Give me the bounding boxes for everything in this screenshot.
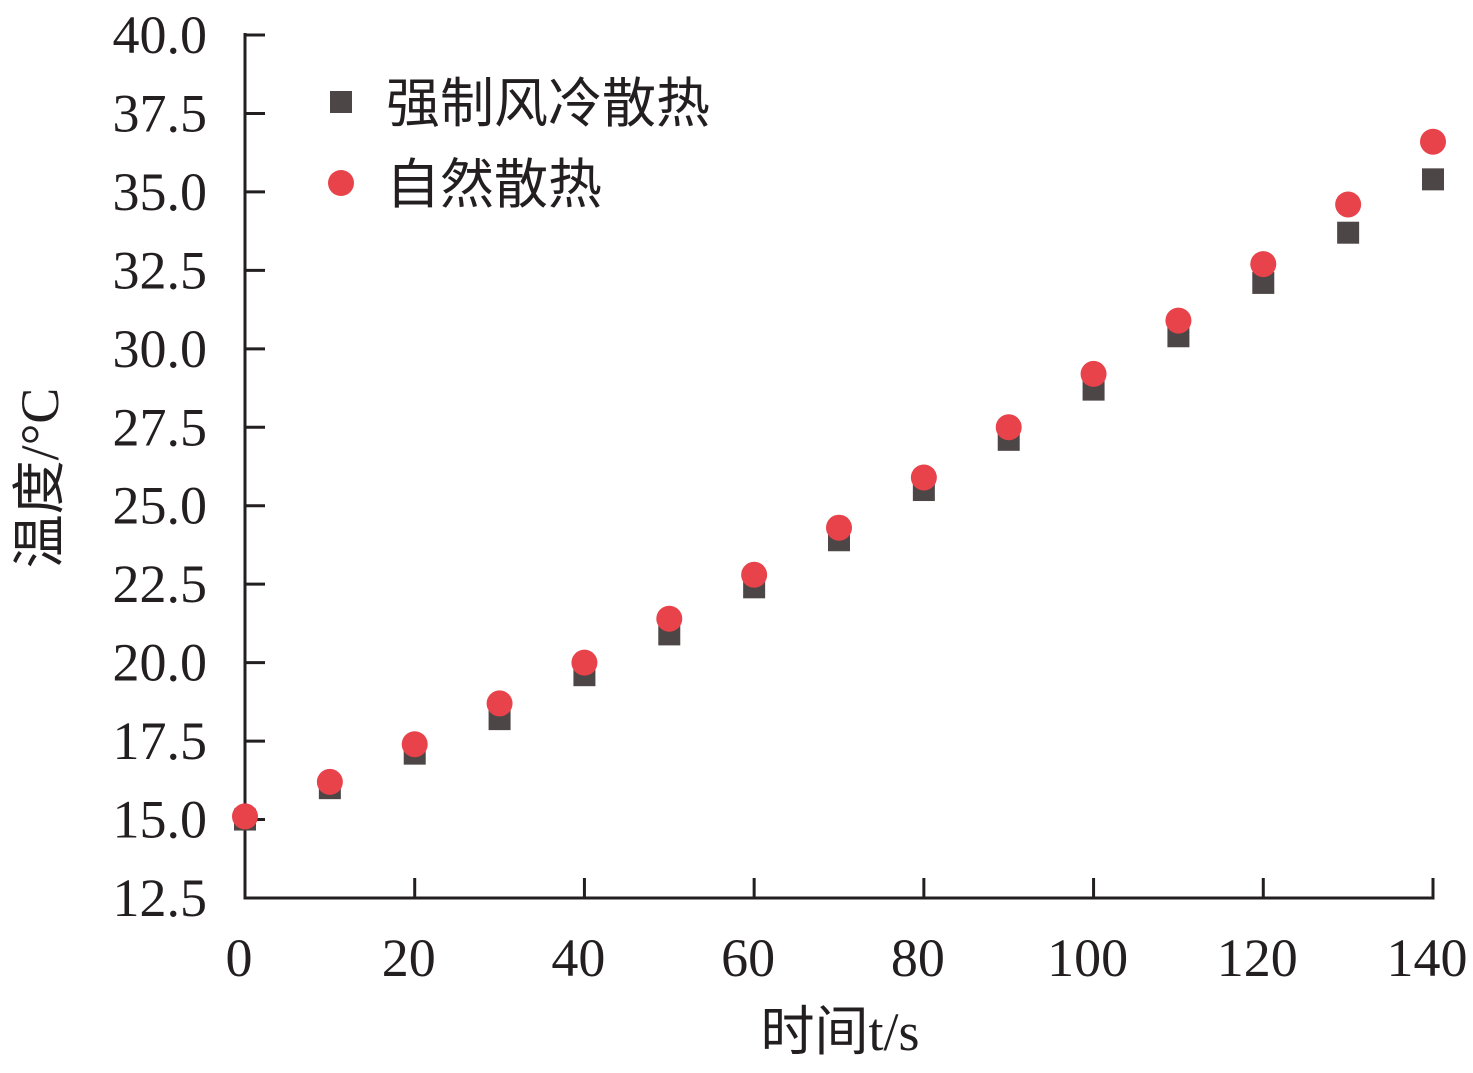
point-natural: [910, 464, 937, 491]
point-natural: [656, 605, 683, 632]
x-tick-label: 0: [226, 928, 253, 988]
data-points: [232, 128, 1446, 831]
y-tick-label: 37.5: [113, 83, 208, 143]
point-natural: [571, 649, 598, 676]
legend-marker-square: [330, 91, 352, 113]
y-tick-label: 32.5: [113, 240, 208, 300]
legend-marker-circle: [328, 170, 354, 196]
x-tick-label: 100: [1047, 928, 1128, 988]
y-tick-label: 15.0: [113, 790, 208, 850]
legend-label: 强制风冷散热: [386, 74, 710, 134]
x-tick-label: 80: [891, 928, 945, 988]
point-natural: [826, 514, 852, 541]
point-natural: [1165, 307, 1192, 334]
x-axis-label: 时间t/s: [760, 1002, 919, 1062]
point-natural: [401, 731, 428, 758]
y-tick-label: 25.0: [113, 476, 208, 536]
x-tick-label: 20: [382, 928, 436, 988]
point-natural: [995, 414, 1022, 441]
point-natural: [1250, 251, 1277, 278]
x-tick-label: 120: [1217, 928, 1298, 988]
x-tick-label: 140: [1387, 928, 1468, 988]
y-tick-label: 30.0: [113, 319, 208, 379]
y-tick-label: 27.5: [113, 397, 208, 457]
y-tick-label: 35.0: [113, 162, 208, 222]
y-tick-label: 40.0: [113, 5, 208, 65]
y-tick-label: 17.5: [113, 711, 208, 771]
point-natural: [232, 803, 258, 830]
y-axis-label: 温度/°C: [10, 388, 70, 569]
point-natural: [316, 768, 343, 795]
x-tick-label: 60: [721, 928, 775, 988]
x-tick-label: 40: [551, 928, 605, 988]
x-ticks: 0 20 40 60 80 100 120 140: [226, 878, 1468, 988]
point-natural: [1420, 128, 1446, 155]
y-tick-label: 22.5: [113, 554, 208, 614]
point-forced-air: [1337, 221, 1360, 244]
point-natural: [486, 690, 513, 717]
point-natural: [741, 561, 768, 588]
legend-label: 自然散热: [386, 155, 602, 215]
y-tick-label: 20.0: [113, 633, 208, 693]
point-natural: [1080, 360, 1107, 387]
point-forced-air: [1252, 271, 1275, 294]
axes: [243, 33, 1435, 900]
y-ticks: 12.5 15.0 17.5 20.0 22.5 25.0 27.5 30.0 32.5 35.0…: [113, 5, 265, 928]
point-forced-air: [1422, 168, 1444, 191]
y-tick-label: 12.5: [113, 868, 208, 928]
point-natural: [1335, 191, 1362, 218]
